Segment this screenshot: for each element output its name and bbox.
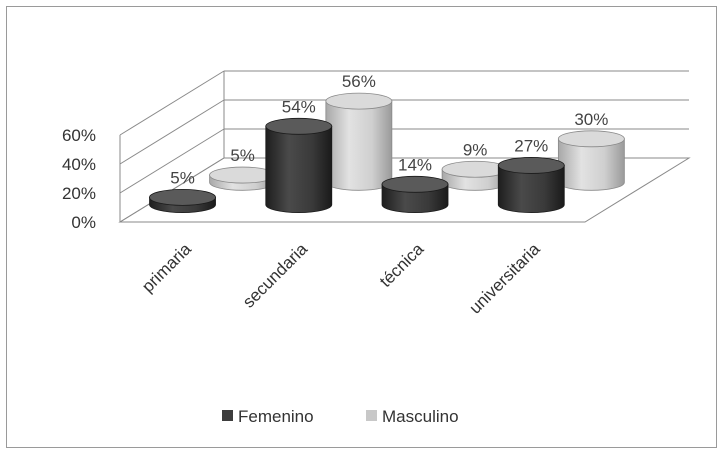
category-labels: primaria secundaria técnica universitaria bbox=[138, 239, 544, 318]
gridline-side bbox=[119, 99, 225, 165]
legend: Femenino Masculino bbox=[222, 407, 459, 426]
data-label: 54% bbox=[282, 97, 316, 116]
bar-body bbox=[325, 100, 393, 191]
data-label: 14% bbox=[398, 155, 432, 174]
data-label: 5% bbox=[170, 168, 195, 187]
bar-top bbox=[381, 175, 449, 193]
chart-frame bbox=[6, 6, 717, 448]
bar-top bbox=[265, 117, 333, 135]
bar-femenino-secundaria bbox=[265, 117, 333, 213]
bar-masculino-universitaria bbox=[557, 130, 625, 191]
bar-femenino-técnica bbox=[381, 175, 449, 213]
bar-top bbox=[557, 130, 625, 148]
bar-femenino-universitaria bbox=[497, 157, 565, 213]
category-label: primaria bbox=[138, 239, 195, 296]
y-tick-label: 40% bbox=[62, 155, 96, 174]
gridline-side bbox=[119, 128, 225, 194]
legend-swatch bbox=[222, 410, 233, 421]
category-label: técnica bbox=[376, 239, 428, 291]
data-label: 5% bbox=[230, 146, 255, 165]
y-tick-label: 0% bbox=[71, 213, 96, 232]
bar-masculino-primaria bbox=[209, 166, 277, 191]
data-label: 27% bbox=[514, 136, 548, 155]
y-tick-label: 20% bbox=[62, 184, 96, 203]
bar-body bbox=[265, 125, 333, 213]
data-label-layer: 5% 56% 9% 30% 5% 54% 14% 27% bbox=[170, 72, 608, 187]
legend-label: Femenino bbox=[238, 407, 314, 426]
bar-top bbox=[325, 92, 393, 110]
bar-layer bbox=[149, 92, 625, 213]
legend-swatch bbox=[366, 410, 377, 421]
gridline-side bbox=[119, 70, 225, 136]
bar-body bbox=[497, 165, 565, 213]
data-label: 56% bbox=[342, 72, 376, 91]
bar-masculino-secundaria bbox=[325, 92, 393, 191]
category-label: universitaria bbox=[465, 239, 544, 318]
category-label: secundaria bbox=[239, 239, 312, 312]
legend-label: Masculino bbox=[382, 407, 459, 426]
bar-top bbox=[149, 188, 216, 206]
data-label: 9% bbox=[463, 140, 488, 159]
bar-top bbox=[497, 157, 565, 174]
y-axis-ticks: 0% 20% 40% 60% bbox=[62, 126, 96, 232]
data-label: 30% bbox=[574, 110, 608, 129]
bar-femenino-primaria bbox=[149, 188, 216, 213]
y-tick-label: 60% bbox=[62, 126, 96, 145]
